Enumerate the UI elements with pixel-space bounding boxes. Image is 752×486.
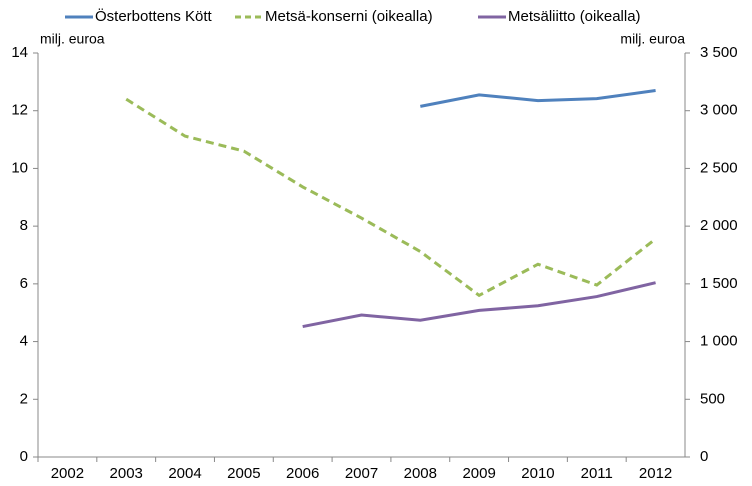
legend-label: Metsäliitto (oikealla) bbox=[508, 8, 641, 25]
x-tick-label: 2010 bbox=[521, 465, 554, 482]
y2-tick-label: 500 bbox=[700, 390, 725, 407]
y-tick-label: 8 bbox=[20, 217, 28, 234]
y-tick-label: 10 bbox=[11, 159, 28, 176]
y-axis-label: milj. euroa bbox=[40, 31, 105, 47]
y2-tick-label: 0 bbox=[700, 448, 708, 465]
y2-tick-label: 1 000 bbox=[700, 333, 738, 350]
series-line bbox=[125, 97, 657, 298]
legend-label: Metsä-konserni (oikealla) bbox=[265, 8, 433, 25]
x-tick-label: 2009 bbox=[462, 465, 495, 482]
y2-tick-label: 2 500 bbox=[700, 159, 738, 176]
x-tick-label: 2002 bbox=[51, 465, 84, 482]
y2-tick-label: 2 000 bbox=[700, 217, 738, 234]
x-tick-label: 2004 bbox=[168, 465, 201, 482]
y-tick-label: 14 bbox=[11, 44, 28, 61]
y-tick-label: 6 bbox=[20, 275, 28, 292]
x-tick-label: 2003 bbox=[110, 465, 143, 482]
legend-label: Österbottens Kött bbox=[95, 7, 213, 25]
y2-tick-label: 1 500 bbox=[700, 275, 738, 292]
y2-axis-label: milj. euroa bbox=[620, 31, 685, 47]
series-line bbox=[420, 89, 656, 108]
x-tick-label: 2006 bbox=[286, 465, 319, 482]
y-tick-label: 4 bbox=[20, 333, 28, 350]
x-tick-label: 2011 bbox=[581, 465, 613, 482]
y2-tick-label: 3 000 bbox=[700, 102, 738, 119]
y-tick-label: 0 bbox=[20, 448, 28, 465]
x-tick-label: 2008 bbox=[404, 465, 437, 482]
series-line bbox=[302, 281, 656, 329]
y-tick-label: 2 bbox=[20, 390, 28, 407]
y-tick-label: 12 bbox=[11, 102, 28, 119]
x-tick-label: 2007 bbox=[345, 465, 378, 482]
y2-tick-label: 3 500 bbox=[700, 44, 738, 61]
x-tick-label: 2012 bbox=[639, 465, 672, 482]
x-tick-label: 2005 bbox=[227, 465, 260, 482]
